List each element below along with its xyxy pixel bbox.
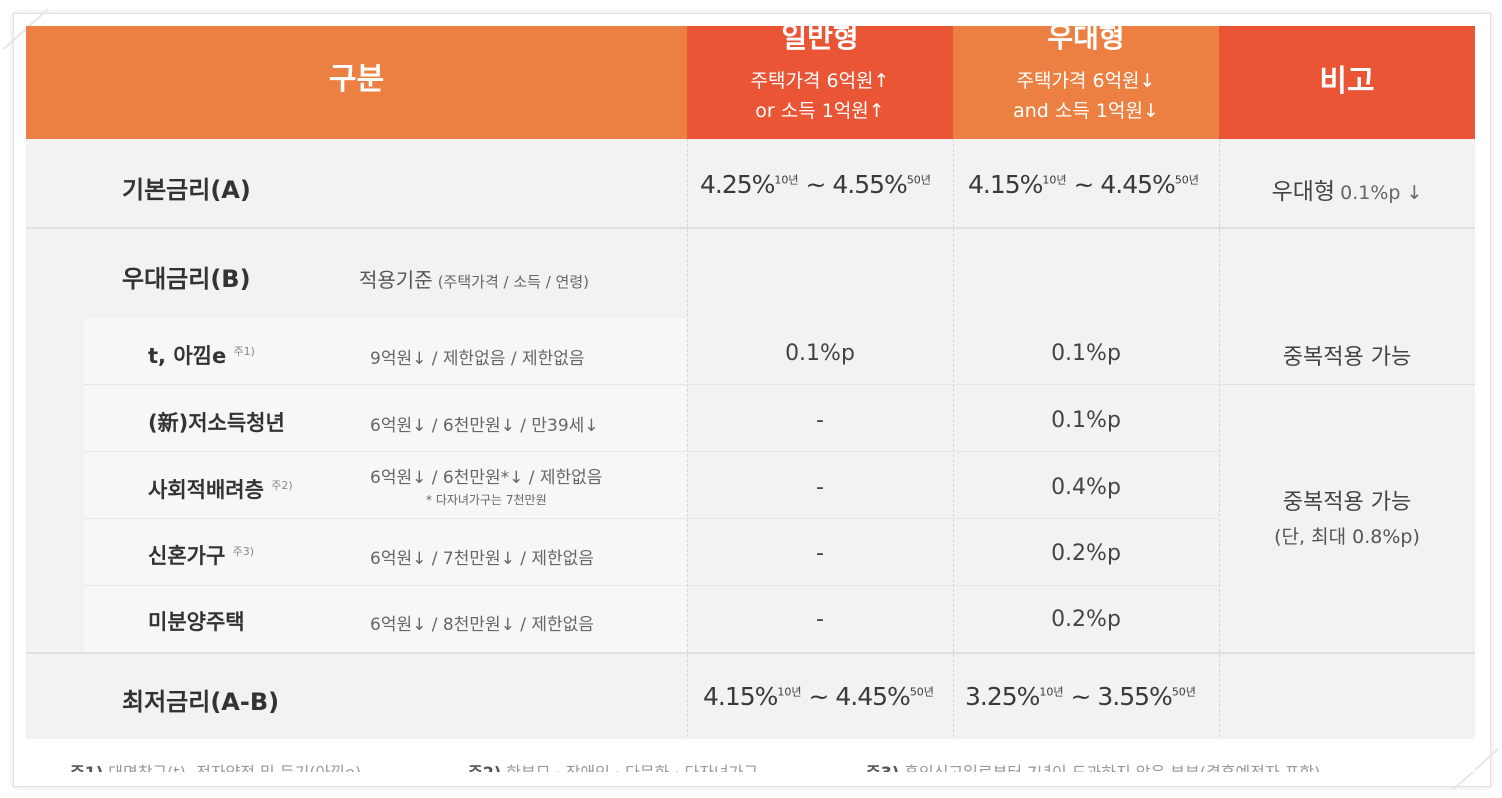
row-divider	[84, 451, 1219, 452]
footnote-3: 주3) 혼인신고일로부터 7년이 도과하지 않은 부부(결혼예정자 포함)	[866, 759, 1320, 772]
pref-row-label: 미분양주택	[148, 610, 245, 634]
pref-row-preferential-value: 0.1%p	[1051, 408, 1121, 433]
footnote-mark: 주2)	[468, 763, 501, 772]
pref-row-criteria: 6억원↓ / 6천만원↓ / 만39세↓	[370, 416, 599, 436]
footnote-mark: 주2)	[271, 479, 293, 492]
header-category: 구분	[26, 26, 687, 139]
rate-low: 3.25%	[965, 682, 1040, 711]
header-preferential-condition-1: 주택가격 6억원↓	[1016, 70, 1156, 92]
rate-high: 4.55%	[832, 170, 907, 199]
header-general-condition-1: 주택가격 6억원↑	[750, 70, 890, 92]
criteria-detail: (주택가격 / 소득 / 연령)	[437, 273, 589, 291]
rate-low: 4.25%	[700, 170, 775, 199]
pref-note-rest: 중복적용 가능	[1282, 490, 1412, 515]
pref-row-general-value: -	[816, 607, 824, 632]
base-rate-preferential: 4.15%10년 ~ 4.45%50년	[968, 170, 1199, 199]
term-label: 50년	[906, 173, 931, 187]
header-general-type: 일반형 주택가격 6억원↑ or 소득 1억원↑	[687, 26, 953, 139]
header-general-title: 일반형	[781, 26, 859, 54]
footnote-area	[26, 739, 1475, 772]
footnote-mark: 주1)	[70, 763, 103, 772]
pref-row-criteria: 6억원↓ / 8천만원↓ / 제한없음	[370, 615, 594, 635]
rate-low: 4.15%	[703, 682, 778, 711]
footnote-2: 주2) 한부모 · 장애인 · 다문화 · 다자녀가구	[468, 759, 758, 772]
pref-row-general-value: 0.1%p	[785, 341, 855, 366]
rate-low: 4.15%	[968, 170, 1043, 199]
base-rate-general: 4.25%10년 ~ 4.55%50년	[700, 170, 931, 199]
term-label: 10년	[1039, 685, 1064, 699]
term-label: 50년	[1171, 685, 1196, 699]
base-rate-note: 우대형 0.1%p ↓	[1219, 172, 1475, 206]
pref-note-first: 중복적용 가능	[1282, 345, 1412, 370]
pref-row-name: 미분양주택	[148, 606, 245, 636]
header-note: 비고	[1219, 26, 1475, 139]
header-preferential-type: 우대형 주택가격 6억원↓ and 소득 1억원↓	[953, 26, 1219, 139]
footnote-1: 주1) 대면창구(t), 전자약정 및 등기(아낌e)	[70, 759, 361, 772]
pref-row-label: (新)저소득청년	[148, 411, 285, 435]
pref-row-criteria: 9억원↓ / 제한없음 / 제한없음	[370, 349, 585, 369]
footnote-mark: 주1)	[233, 345, 255, 358]
pref-row-name: (新)저소득청년	[148, 407, 285, 437]
criteria-heading: 적용기준 (주택가격 / 소득 / 연령)	[359, 264, 589, 293]
pref-row-label: t, 아낌e	[148, 344, 227, 368]
header-preferential-condition-2: and 소득 1억원↓	[1013, 100, 1159, 122]
range-separator: ~	[801, 682, 836, 711]
column-divider	[1219, 139, 1220, 772]
mortgage-rate-table: 구분 일반형 주택가격 6억원↑ or 소득 1억원↑ 우대형 주택가격 6억원…	[26, 26, 1475, 772]
base-rate-note-sub: 0.1%p ↓	[1340, 182, 1423, 204]
pref-row-name: 신혼가구 주3)	[148, 540, 254, 570]
footnote-text: 한부모 · 장애인 · 다문화 · 다자녀가구	[506, 763, 758, 772]
min-rate-preferential: 3.25%10년 ~ 3.55%50년	[965, 682, 1196, 711]
footnote-text: 대면창구(t), 전자약정 및 등기(아낌e)	[108, 763, 361, 772]
row-divider	[26, 227, 1475, 229]
min-rate-label: 최저금리(A-B)	[122, 688, 280, 716]
header-note-label: 비고	[1319, 64, 1375, 99]
pref-row-preferential-value: 0.2%p	[1051, 541, 1121, 566]
pref-row-general-value: -	[816, 541, 824, 566]
pref-row-criteria: 6억원↓ / 7천만원↓ / 제한없음	[370, 549, 594, 569]
pref-row-label: 신혼가구	[148, 544, 226, 568]
header-category-label: 구분	[328, 62, 385, 97]
footnote-text: 혼인신고일로부터 7년이 도과하지 않은 부부(결혼예정자 포함)	[904, 763, 1320, 772]
term-label: 50년	[909, 685, 934, 699]
base-rate-note-main: 우대형	[1271, 179, 1336, 205]
base-rate-label: 기본금리(A)	[122, 176, 251, 204]
row-divider	[1219, 384, 1475, 385]
pref-row-general-value: -	[816, 408, 824, 433]
pref-row-criteria-note: * 다자녀가구는 7천만원	[426, 493, 547, 507]
row-divider	[84, 585, 1219, 586]
header-general-condition-2: or 소득 1억원↑	[755, 100, 885, 122]
pref-row-preferential-value: 0.1%p	[1051, 341, 1121, 366]
column-divider	[953, 139, 954, 772]
pref-row-criteria: 6억원↓ / 6천만원*↓ / 제한없음	[370, 468, 603, 488]
range-separator: ~	[1066, 170, 1101, 199]
rate-high: 4.45%	[1100, 170, 1175, 199]
pref-rate-label: 우대금리(B)	[122, 265, 251, 293]
row-divider	[26, 652, 1475, 654]
term-label: 10년	[774, 173, 799, 187]
pref-row-label: 사회적배려층	[148, 478, 264, 502]
pref-row-general-value: -	[816, 475, 824, 500]
header-preferential-title: 우대형	[1047, 26, 1125, 54]
pref-row-preferential-value: 0.4%p	[1051, 475, 1121, 500]
range-separator: ~	[798, 170, 833, 199]
row-divider	[84, 384, 1475, 385]
pref-rows-background	[84, 318, 687, 652]
term-label: 10년	[777, 685, 802, 699]
rate-high: 4.45%	[835, 682, 910, 711]
footnote-mark: 주3)	[866, 763, 899, 772]
pref-row-name: 사회적배려층 주2)	[148, 474, 293, 504]
pref-note-rest-sub: (단, 최대 0.8%p)	[1274, 526, 1420, 548]
pref-row-name: t, 아낌e 주1)	[148, 340, 255, 370]
rate-high: 3.55%	[1097, 682, 1172, 711]
range-separator: ~	[1063, 682, 1098, 711]
term-label: 10년	[1042, 173, 1067, 187]
term-label: 50년	[1174, 173, 1199, 187]
footnote-mark: 주3)	[232, 545, 255, 558]
min-rate-general: 4.15%10년 ~ 4.45%50년	[703, 682, 934, 711]
pref-row-preferential-value: 0.2%p	[1051, 607, 1121, 632]
column-divider	[687, 139, 688, 772]
criteria-label: 적용기준	[359, 268, 433, 292]
row-divider	[84, 518, 1219, 519]
